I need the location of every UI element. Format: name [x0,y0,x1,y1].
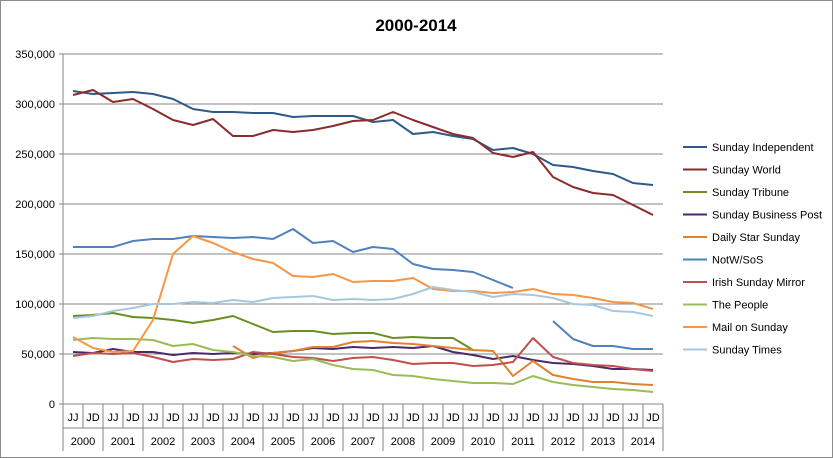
year-label: 2008 [391,436,415,448]
year-label: 2010 [471,436,495,448]
year-label: 2013 [591,436,615,448]
x-tick-label: JD [166,412,180,424]
series-line [72,235,654,353]
legend-label: Sunday Business Post [712,210,822,222]
year-label: 2014 [631,436,655,448]
series-line [232,340,654,386]
year-label: 2011 [511,436,535,448]
x-tick-label: JD [286,412,300,424]
x-tick-label: JD [126,412,140,424]
year-label: 2004 [231,436,255,448]
year-label: 2000 [71,436,95,448]
chart-title: 2000-2014 [375,16,457,35]
x-tick-label: JJ [468,412,479,424]
series-line [72,89,654,216]
y-tick-label: 300,000 [15,99,55,111]
legend-label: Daily Star Sunday [712,232,801,244]
series-lines [72,89,654,393]
year-label: 2009 [431,436,455,448]
x-tick-label: JJ [108,412,119,424]
legend-label: Sunday Times [712,345,782,357]
year-label: 2006 [311,436,335,448]
x-tick-label: JJ [68,412,79,424]
x-tick-label: JJ [308,412,319,424]
x-tick-label: JJ [268,412,279,424]
x-tick-label: JD [446,412,460,424]
year-label: 2005 [271,436,295,448]
legend-label: Sunday World [712,165,781,177]
series-line [72,90,654,186]
year-label: 2007 [351,436,375,448]
x-tick-label: JD [486,412,500,424]
legend: Sunday Independent Sunday World Sunday Tri… [683,142,822,357]
legend-label: NotW/SoS [712,255,763,267]
y-tick-label: 100,000 [15,299,55,311]
x-tick-label: JD [606,412,620,424]
year-label: 2012 [551,436,575,448]
series-line [72,345,654,371]
x-tick-label: JD [326,412,340,424]
legend-label: Mail on Sunday [712,322,788,334]
x-tick-label: JJ [628,412,639,424]
x-tick-label: JD [206,412,220,424]
x-tick-label: JJ [148,412,159,424]
x-tick-label: JD [366,412,380,424]
x-tick-label: JD [406,412,420,424]
year-label: 2003 [191,436,215,448]
x-tick-label: JJ [228,412,239,424]
legend-label: Sunday Tribune [712,187,789,199]
x-tick-label: JJ [348,412,359,424]
x-tick-label: JJ [588,412,599,424]
series-line [72,286,654,319]
x-tick-label: JJ [508,412,519,424]
x-tick-label: JD [246,412,260,424]
y-tick-label: 150,000 [15,249,55,261]
year-label: 2002 [151,436,175,448]
legend-label: Irish Sunday Mirror [712,277,805,289]
y-tick-label: 200,000 [15,199,55,211]
legend-label: Sunday Independent [712,142,814,154]
legend-label: The People [712,300,768,312]
x-tick-label: JD [526,412,540,424]
x-tick-label: JD [566,412,580,424]
series-line [72,312,474,351]
x-tick-label: JD [86,412,100,424]
x-tick-label: JD [646,412,660,424]
series-line [73,228,653,350]
x-tick-label: JJ [188,412,199,424]
y-tick-label: 0 [49,399,55,411]
gridlines [63,53,663,355]
axes: 0 50,000 100,000 150,000 200,000 250,000 300,0… [15,49,664,451]
x-tick-label: JJ [548,412,559,424]
y-tick-label: 350,000 [15,49,55,61]
series-line [72,337,654,393]
x-tick-label: JJ [428,412,439,424]
y-tick-label: 50,000 [21,349,55,361]
y-tick-label: 250,000 [15,149,55,161]
year-label: 2001 [111,436,135,448]
x-tick-label: JJ [388,412,399,424]
series-line [72,337,654,372]
